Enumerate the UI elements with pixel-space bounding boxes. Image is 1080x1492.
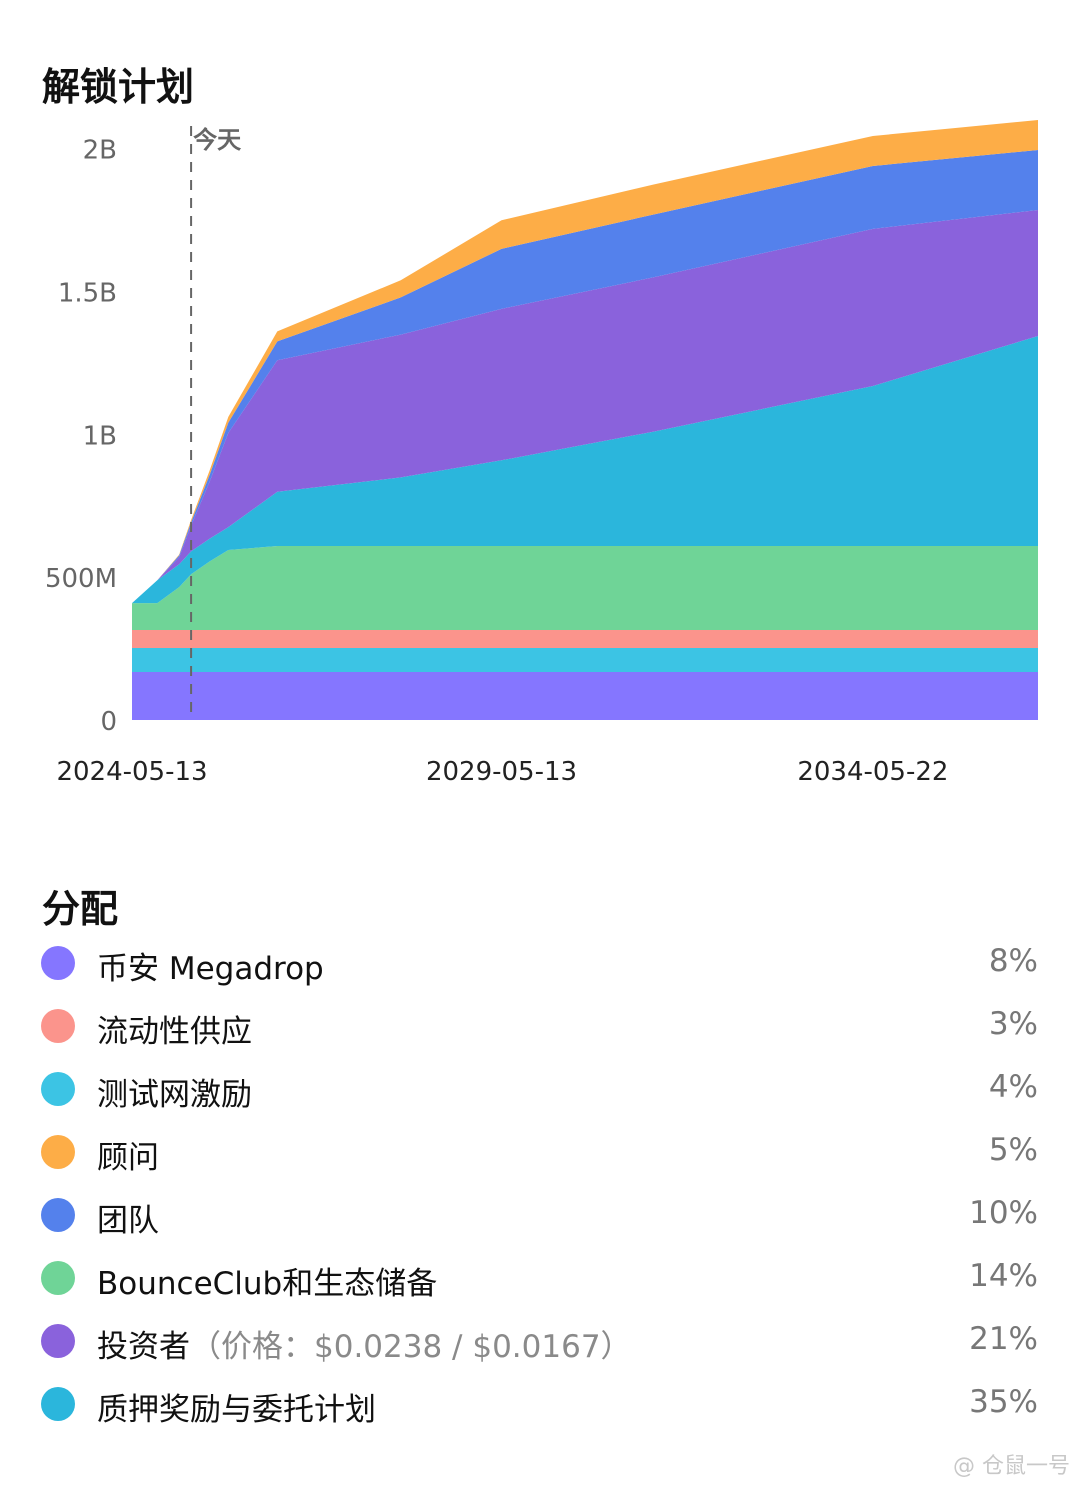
x-tick-label: 2034-05-22 <box>797 757 948 787</box>
y-axis-ticks: 0 500M 1B 1.5B 2B <box>45 136 117 737</box>
legend-dot-icon <box>41 1135 75 1169</box>
allocation-label: 投资者 <box>97 1329 190 1365</box>
allocation-item: 质押奖励与委托计划 35% <box>0 1376 1080 1432</box>
unlock-schedule-chart: 0 500M 1B 1.5B 2B 2024-05-13 2029-05-13 2034-0… <box>45 120 1038 787</box>
area-series <box>132 648 1038 672</box>
area-series <box>132 546 1038 630</box>
allocation-percent: 21% <box>969 1321 1038 1357</box>
allocation-item: 团队 10% <box>0 1187 1080 1243</box>
allocation-percent: 35% <box>969 1384 1038 1420</box>
x-tick-label: 2029-05-13 <box>426 757 577 787</box>
allocation-title: 分配 <box>42 887 119 931</box>
allocation-name: 质押奖励与委托计划 <box>97 1392 376 1428</box>
area-series <box>132 336 1038 604</box>
allocation-percent: 3% <box>988 1006 1038 1042</box>
legend-dot-icon <box>41 1009 75 1043</box>
allocation-percent: 8% <box>988 943 1038 979</box>
legend-dot-icon <box>41 1261 75 1295</box>
x-tick-label: 2024-05-13 <box>56 757 207 787</box>
allocation-item: 币安 Megadrop 8% <box>0 935 1080 991</box>
y-tick-label: 500M <box>45 564 117 594</box>
allocation-percent: 14% <box>969 1258 1038 1294</box>
allocation-name: 团队 <box>97 1203 159 1239</box>
y-tick-label: 2B <box>83 136 117 166</box>
area-series <box>132 120 1038 604</box>
legend-dot-icon <box>41 1072 75 1106</box>
area-layer <box>132 120 1038 720</box>
allocation-name: 顾问 <box>97 1140 159 1176</box>
area-series <box>132 150 1038 604</box>
allocation-percent: 5% <box>988 1132 1038 1168</box>
y-tick-label: 1B <box>83 421 117 451</box>
allocation-item: 测试网激励 4% <box>0 1061 1080 1117</box>
allocation-item: BounceClub和生态储备 14% <box>0 1250 1080 1306</box>
today-marker-label: 今天 <box>193 126 241 154</box>
allocation-name: 测试网激励 <box>97 1077 252 1113</box>
legend-dot-icon <box>41 1387 75 1421</box>
y-tick-label: 1.5B <box>58 278 117 308</box>
allocation-item: 流动性供应 3% <box>0 998 1080 1054</box>
investor-price-note: （价格：$0.0238 / $0.0167） <box>190 1329 632 1365</box>
x-axis-ticks: 2024-05-13 2029-05-13 2034-05-22 <box>56 757 948 787</box>
legend-dot-icon <box>41 1324 75 1358</box>
y-tick-label: 0 <box>100 707 117 737</box>
legend-dot-icon <box>41 946 75 980</box>
area-series <box>132 672 1038 720</box>
area-series <box>132 630 1038 648</box>
allocation-item: 投资者（价格：$0.0238 / $0.0167） 21% <box>0 1313 1080 1369</box>
unlock-schedule-title: 解锁计划 <box>42 65 195 109</box>
legend-dot-icon <box>41 1198 75 1232</box>
allocation-item: 顾问 5% <box>0 1124 1080 1180</box>
allocation-percent: 4% <box>988 1069 1038 1105</box>
allocation-percent: 10% <box>969 1195 1038 1231</box>
watermark: @ 仓鼠一号 <box>953 1454 1070 1479</box>
allocation-name: 投资者（价格：$0.0238 / $0.0167） <box>97 1321 632 1366</box>
area-series <box>132 210 1038 604</box>
allocation-name: 流动性供应 <box>97 1014 252 1050</box>
allocation-name: BounceClub和生态储备 <box>97 1266 438 1302</box>
allocation-name: 币安 Megadrop <box>97 951 324 987</box>
